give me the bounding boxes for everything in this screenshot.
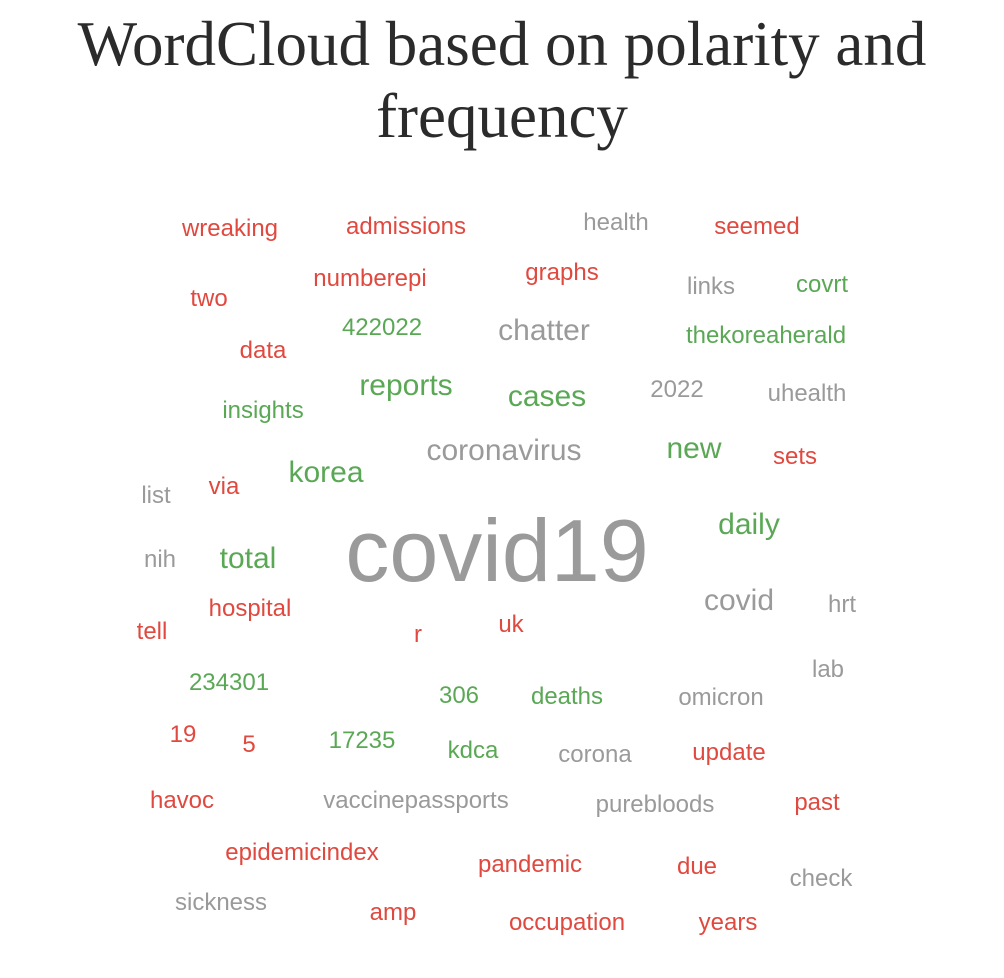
word-past: past <box>794 789 840 816</box>
word-omicron: omicron <box>678 684 764 711</box>
word-list: list <box>141 482 171 509</box>
word-wreaking: wreaking <box>181 215 279 242</box>
word-coronavirus: coronavirus <box>426 434 582 467</box>
word-uk: uk <box>498 611 524 638</box>
word-total: total <box>219 542 277 575</box>
word-links: links <box>686 273 736 300</box>
chart-title: WordCloud based on polarity and frequenc… <box>77 9 927 151</box>
word-nih: nih <box>143 546 177 573</box>
word-covrt: covrt <box>795 271 849 298</box>
word-19: 19 <box>169 721 197 748</box>
word-years: years <box>698 909 758 936</box>
word-tell: tell <box>136 618 168 645</box>
word-occupation: occupation <box>508 909 626 936</box>
word-422022: 422022 <box>341 314 423 341</box>
word-hrt: hrt <box>827 591 857 618</box>
word-5: 5 <box>242 731 256 758</box>
word-reports: reports <box>359 369 453 402</box>
word-data: data <box>239 337 287 364</box>
word-17235: 17235 <box>328 727 396 754</box>
word-korea: korea <box>288 456 364 489</box>
word-2022: 2022 <box>650 376 704 403</box>
word-daily: daily <box>718 508 780 541</box>
word-amp: amp <box>369 899 417 926</box>
word-thekoreaherald: thekoreaherald <box>685 322 847 349</box>
word-havoc: havoc <box>149 787 215 814</box>
word-deaths: deaths <box>530 683 604 710</box>
word-admissions: admissions <box>345 213 467 240</box>
word-lab: lab <box>811 656 845 683</box>
word-pandemic: pandemic <box>477 851 583 878</box>
word-health: health <box>583 209 649 236</box>
word-insights: insights <box>222 397 304 424</box>
word-new: new <box>666 432 722 465</box>
word-chatter: chatter <box>498 314 590 347</box>
word-corona: corona <box>558 741 632 768</box>
word-due: due <box>676 853 718 880</box>
word-sickness: sickness <box>174 889 268 916</box>
word-vaccinepassports: vaccinepassports <box>323 787 509 814</box>
word-covid: covid <box>703 584 775 617</box>
word-numberepi: numberepi <box>313 265 427 292</box>
word-234301: 234301 <box>188 669 270 696</box>
word-sets: sets <box>772 443 818 470</box>
word-graphs: graphs <box>525 259 599 286</box>
word-uhealth: uhealth <box>767 380 847 407</box>
word-via: via <box>208 473 240 500</box>
word-purebloods: purebloods <box>595 791 715 818</box>
word-check: check <box>789 865 853 892</box>
word-kdca: kdca <box>447 737 499 764</box>
word-306: 306 <box>438 682 480 709</box>
word-update: update <box>692 739 766 766</box>
word-hospital: hospital <box>208 595 292 622</box>
word-seemed: seemed <box>714 213 800 240</box>
word-r: r <box>414 621 422 648</box>
word-epidemicindex: epidemicindex <box>225 839 379 866</box>
word-cases: cases <box>507 380 587 413</box>
word-two: two <box>190 285 228 312</box>
word-covid19: covid19 <box>345 501 649 600</box>
